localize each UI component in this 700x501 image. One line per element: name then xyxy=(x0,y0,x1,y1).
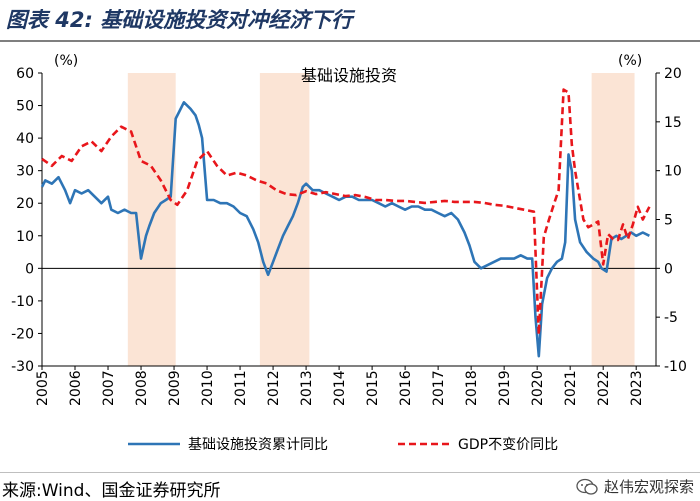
right-tick-label: 5 xyxy=(664,213,673,229)
right-tick-label: -5 xyxy=(664,310,678,326)
x-tick-label: 2016 xyxy=(398,370,414,406)
x-tick-label: 2005 xyxy=(35,370,51,406)
left-tick-label: 10 xyxy=(16,229,34,245)
left-tick-label: 30 xyxy=(16,164,34,180)
right-tick-label: 0 xyxy=(664,261,673,277)
left-tick-label: 50 xyxy=(16,99,34,115)
series-gdp-line xyxy=(41,88,651,336)
right-tick-label: 15 xyxy=(664,115,682,131)
legend-label-infra: 基础设施投资累计同比 xyxy=(188,436,328,453)
x-tick-label: 2020 xyxy=(530,370,546,406)
left-tick-label: 20 xyxy=(16,196,34,212)
left-tick-label: 40 xyxy=(16,131,34,147)
x-tick-label: 2014 xyxy=(332,370,348,406)
left-tick-label: -30 xyxy=(11,359,34,375)
watermark: 赵伟宏观探索 xyxy=(576,476,694,497)
recession-shade xyxy=(259,73,310,366)
left-axis-unit: (%) xyxy=(54,53,78,69)
line-chart: -30 -20 -10 0 10 20 30 40 50 60 -10 -5 0 5 10 15 20 (%) (%… xyxy=(11,53,687,453)
figure-label: 图表 42: xyxy=(6,8,93,32)
figure-title-text: 基础设施投资对冲经济下行 xyxy=(100,8,353,32)
title-divider xyxy=(0,40,700,42)
chart-title: 基础设施投资 xyxy=(301,66,397,85)
footer-divider xyxy=(0,472,700,473)
watermark-text: 赵伟宏观探索 xyxy=(603,478,694,496)
x-tick-label: 2006 xyxy=(68,370,84,406)
left-tick-label: -20 xyxy=(11,326,34,342)
right-tick-label: 20 xyxy=(664,66,682,82)
legend-label-gdp: GDP不变价同比 xyxy=(458,437,558,453)
x-tick-label: 2017 xyxy=(431,370,447,406)
recession-shade xyxy=(591,73,635,366)
x-tick-label: 2013 xyxy=(299,370,315,406)
x-tick-label: 2010 xyxy=(200,370,216,406)
x-tick-label: 2012 xyxy=(266,370,282,406)
x-tick-label: 2009 xyxy=(167,370,183,406)
chat-bubble-icon xyxy=(576,478,598,495)
x-tick-label: 2011 xyxy=(233,370,249,406)
left-tick-label: 60 xyxy=(16,66,34,82)
left-tick-label: 0 xyxy=(25,261,34,277)
figure-title: 图表 42: 基础设施投资对冲经济下行 xyxy=(6,2,352,38)
series-infra-line xyxy=(40,101,650,358)
x-tick-label: 2021 xyxy=(563,370,579,406)
x-tick-label: 2008 xyxy=(134,370,150,406)
x-tick-label: 2019 xyxy=(497,370,513,406)
left-tick-label: -10 xyxy=(11,294,34,310)
x-tick-label: 2015 xyxy=(365,370,381,406)
right-tick-label: 10 xyxy=(664,164,682,180)
x-tick-label: 2007 xyxy=(101,370,117,406)
right-tick-label: -10 xyxy=(664,359,687,375)
x-tick-label: 2022 xyxy=(596,370,612,406)
x-tick-label: 2023 xyxy=(629,370,645,406)
right-axis-unit: (%) xyxy=(618,53,642,69)
source-note: 来源:Wind、国金证券研究所 xyxy=(2,481,221,501)
x-tick-label: 2018 xyxy=(464,370,480,406)
